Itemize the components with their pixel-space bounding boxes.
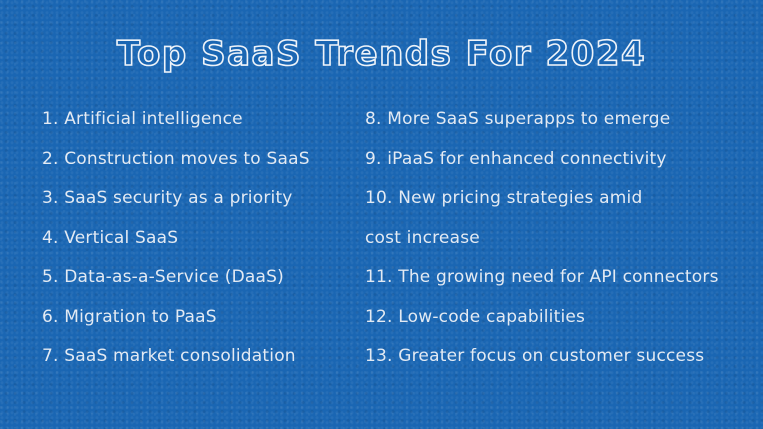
trend-item-continuation: cost increase	[365, 227, 480, 248]
trend-item: 5. Data-as-a-Service (DaaS)	[42, 267, 284, 287]
slide-title: Top SaaS Trends For 2024	[116, 33, 647, 75]
trend-item: 6. Migration to PaaS	[42, 306, 217, 327]
trend-item: 1. Artificial intelligence	[42, 109, 243, 129]
trend-item: 7. SaaS market consolidation	[42, 346, 296, 366]
trend-item: 8. More SaaS superapps to emerge	[365, 109, 671, 129]
trend-item: 11. The growing need for API connectors	[365, 267, 719, 287]
trend-item: 2. Construction moves to SaaS	[42, 148, 310, 169]
trend-item: 13. Greater focus on customer success	[365, 346, 705, 366]
trends-list-right: 8. More SaaS superapps to emerge 9. iPaa…	[365, 100, 745, 377]
trend-item: 3. SaaS security as a priority	[42, 188, 293, 208]
trend-item: 10. New pricing strategies amid	[365, 188, 643, 208]
trend-item: 9. iPaaS for enhanced connectivity	[365, 148, 667, 169]
trend-item: 12. Low-code capabilities	[365, 306, 586, 327]
trends-list-left: 1. Artificial intelligence 2. Constructi…	[42, 100, 352, 377]
trend-item: 4. Vertical SaaS	[42, 227, 179, 248]
